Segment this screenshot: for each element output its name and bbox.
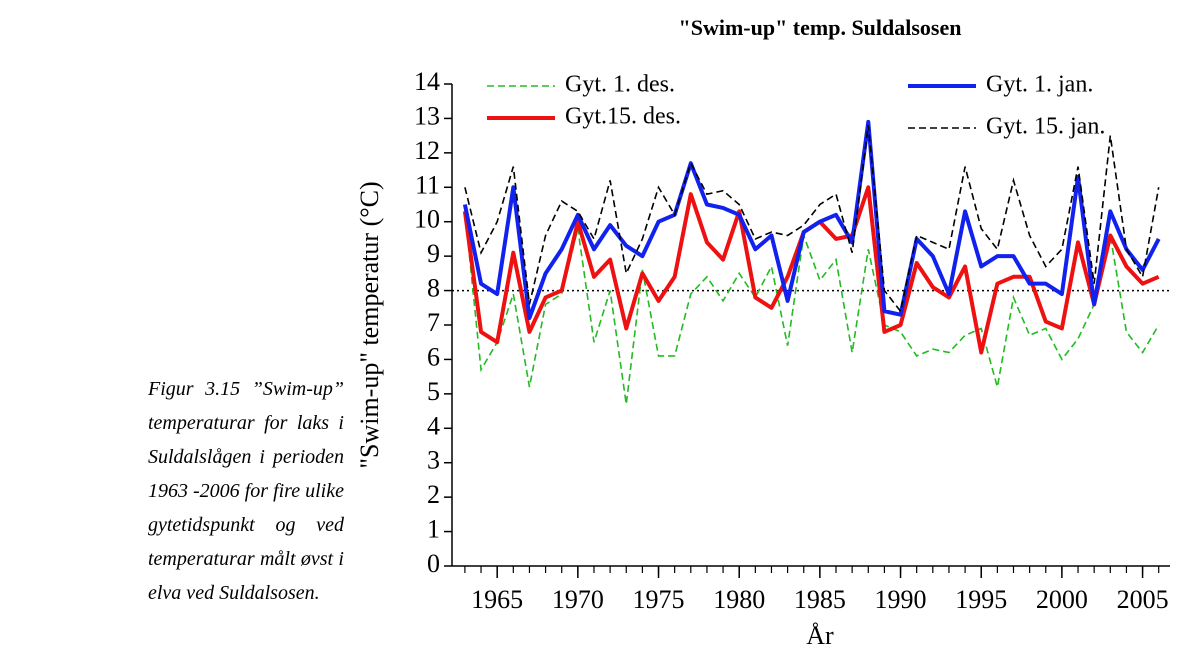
x-tick-label: 1970 [552, 585, 604, 614]
x-tick-label: 1965 [471, 585, 523, 614]
y-tick-label: 11 [415, 170, 440, 199]
y-tick-label: 9 [427, 239, 440, 268]
series-line [462, 185, 1160, 355]
x-tick-label: 2005 [1117, 585, 1169, 614]
y-tick-label: 3 [427, 446, 440, 475]
x-tick-label: 2000 [1036, 585, 1088, 614]
x-tick-label: 1985 [794, 585, 846, 614]
chart-title: "Swim-up" temp. Suldalsosen [679, 15, 962, 40]
y-tick-label: 10 [414, 205, 440, 234]
legend-label: Gyt. 1. jan. [986, 72, 1093, 98]
x-tick-label: 1995 [955, 585, 1007, 614]
y-tick-label: 2 [427, 480, 440, 509]
y-tick-label: 1 [427, 515, 440, 544]
x-tick-label: 1980 [713, 585, 765, 614]
series-line [464, 211, 1160, 405]
y-tick-label: 5 [427, 377, 440, 406]
x-tick-label: 1975 [633, 585, 685, 614]
y-tick-label: 7 [427, 308, 440, 337]
y-tick-label: 14 [414, 67, 440, 96]
y-tick-label: 8 [427, 274, 440, 303]
legend-label: Gyt.15. des. [565, 104, 681, 130]
y-tick-label: 12 [414, 136, 440, 165]
y-tick-label: 4 [427, 411, 440, 440]
legend-label: Gyt. 1. des. [565, 72, 675, 98]
legend-label: Gyt. 15. jan. [986, 114, 1105, 140]
series-line [462, 119, 1161, 321]
y-axis-title: "Swim-up" temperatur (°C) [355, 181, 384, 468]
y-tick-label: 13 [414, 101, 440, 130]
y-tick-label: 6 [427, 342, 440, 371]
x-tick-label: 1990 [875, 585, 927, 614]
x-axis-title: År [806, 621, 834, 650]
y-tick-label: 0 [427, 549, 440, 578]
figure-caption: Figur 3.15 ”Swim-up” temperaturar for la… [148, 378, 344, 604]
series-line [464, 125, 1160, 314]
